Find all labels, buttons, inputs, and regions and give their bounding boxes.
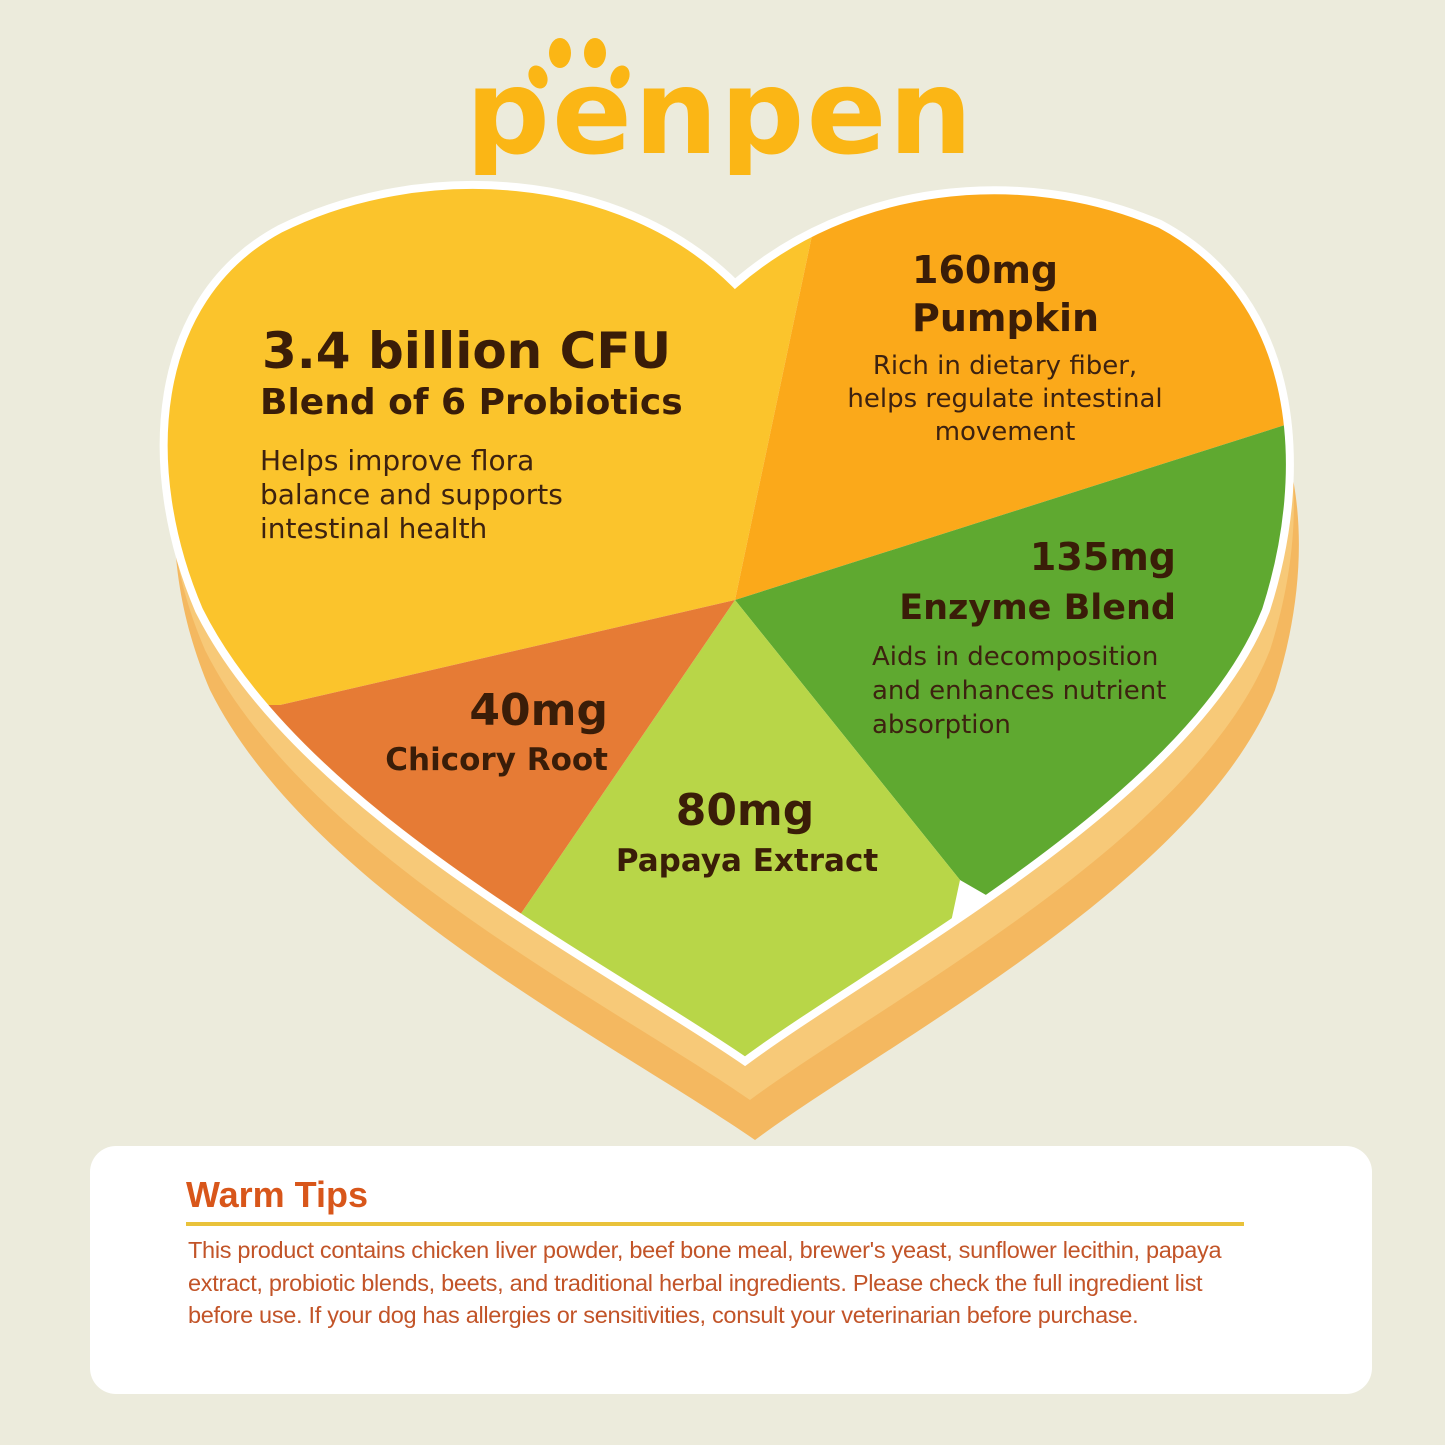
papaya-amount: 80mg xyxy=(675,785,815,836)
penpen-logo: penpen xyxy=(470,38,970,175)
paw-icon xyxy=(528,38,630,89)
enzyme-amount: 135mg xyxy=(1029,535,1176,579)
chicory-amount: 40mg xyxy=(469,685,608,736)
papaya-name: Papaya Extract xyxy=(615,843,879,879)
heart-pie xyxy=(0,0,1299,1141)
pumpkin-amount: 160mg xyxy=(912,248,1059,292)
warm-tips-body: This product contains chicken liver powd… xyxy=(188,1237,1222,1328)
probiotics-amount: 3.4 billion CFU xyxy=(262,322,672,380)
warm-tips-card: Warm Tips This product contains chicken … xyxy=(90,1146,1372,1394)
enzyme-description: Aids in decomposition and enhances nutrie… xyxy=(872,642,1167,740)
pumpkin-description: Rich in dietary fiber, helps regulate int… xyxy=(847,351,1163,447)
enzyme-name: Enzyme Blend xyxy=(899,588,1176,628)
logo-text: penpen xyxy=(470,43,970,175)
chicory-name: Chicory Root xyxy=(385,742,608,778)
probiotics-description: Helps improve flora balance and supports i… xyxy=(260,444,563,545)
warm-tips-title: Warm Tips xyxy=(186,1174,369,1215)
probiotics-name: Blend of 6 Probiotics xyxy=(260,382,683,423)
pumpkin-name: Pumpkin xyxy=(912,296,1100,340)
divider xyxy=(186,1222,1244,1226)
